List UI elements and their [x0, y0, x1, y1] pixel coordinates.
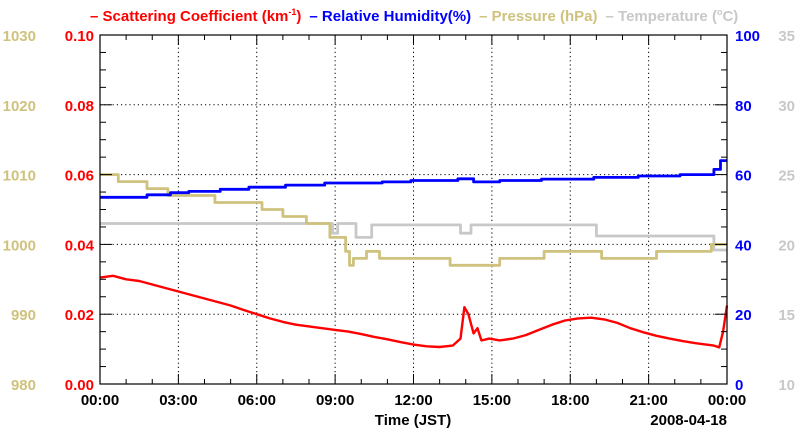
pressure-axis-tick-label: 1010	[3, 168, 36, 185]
x-tick-label: 03:00	[159, 392, 197, 409]
rh-axis-tick-label: 100	[735, 28, 760, 45]
legend-temp-sup: o	[717, 7, 723, 17]
plot-frame	[99, 34, 728, 385]
x-tick-label: 21:00	[629, 392, 667, 409]
temp-axis-tick-label: 30	[778, 98, 795, 115]
scatter-axis-tick-label: 0.08	[65, 98, 94, 115]
series-line-scattering-coefficient-km-1	[99, 274, 729, 349]
temp-axis-tick-label: 15	[778, 307, 795, 324]
series-lines	[99, 159, 729, 349]
rh-axis-tick-label: 80	[735, 98, 752, 115]
legend-scatter: – Scattering Coefficient (km	[90, 8, 288, 25]
legend-scatter-tail: )	[296, 8, 301, 25]
temp-axis-tick-label: 35	[778, 28, 795, 45]
legend-scatter-sup: -1	[288, 7, 296, 17]
legend-rh: – Relative Humidity(%)	[309, 8, 471, 25]
x-tick-label: 18:00	[551, 392, 589, 409]
x-tick-label: 09:00	[316, 392, 354, 409]
legend-temp: – Temperature (	[606, 8, 717, 25]
axis-ticks	[99, 34, 728, 385]
pressure-axis-tick-label: 980	[11, 377, 36, 394]
temp-axis-tick-label: 10	[778, 377, 795, 394]
scatter-axis-tick-label: 0.00	[65, 377, 94, 394]
temp-axis-tick-label: 20	[778, 237, 795, 254]
axis-labels: 00:00 03:00 06:00 09:00 12:00 15:00 18:00 21:00…	[3, 28, 795, 409]
chart-legend-title: – Scattering Coefficient (km-1) – Relativ…	[90, 7, 738, 25]
rh-axis-tick-label: 40	[735, 237, 752, 254]
x-tick-label: 15:00	[473, 392, 511, 409]
x-tick-label: 06:00	[238, 392, 276, 409]
legend-temp-tail: C)	[722, 8, 738, 25]
series-line-relative-humidity	[100, 159, 727, 199]
grid	[100, 35, 727, 384]
x-tick-label: 00:00	[708, 392, 746, 409]
series-line-temperature-c	[100, 222, 727, 252]
scatter-axis-tick-label: 0.06	[65, 168, 94, 185]
rh-axis-tick-label: 60	[735, 168, 752, 185]
x-tick-label: 12:00	[394, 392, 432, 409]
scatter-axis-tick-label: 0.10	[65, 28, 94, 45]
series-line-pressure-hpa	[100, 173, 727, 267]
temp-axis-tick-label: 25	[778, 168, 795, 185]
pressure-axis-tick-label: 1030	[3, 28, 36, 45]
pressure-axis-tick-label: 990	[11, 307, 36, 324]
rh-axis-tick-label: 20	[735, 307, 752, 324]
x-axis-title: Time (JST)	[375, 412, 451, 429]
rh-axis-tick-label: 0	[735, 377, 743, 394]
x-tick-label: 00:00	[81, 392, 119, 409]
scatter-axis-tick-label: 0.02	[65, 307, 94, 324]
scatter-axis-tick-label: 0.04	[65, 237, 95, 254]
legend-line: – Scattering Coefficient (km-1) – Relativ…	[90, 7, 738, 25]
legend-pressure: – Pressure (hPa)	[479, 8, 597, 25]
pressure-axis-tick-label: 1000	[3, 237, 36, 254]
pressure-axis-tick-label: 1020	[3, 98, 36, 115]
date-label: 2008-04-18	[650, 412, 727, 429]
